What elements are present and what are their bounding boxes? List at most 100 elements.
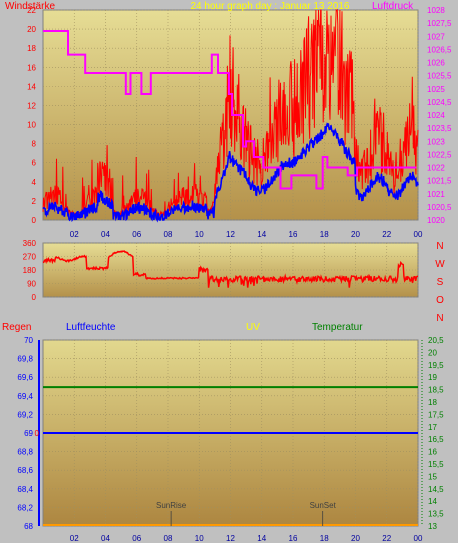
pressure-y-tick: 1023 xyxy=(427,137,445,146)
pressure-y-tick: 1020,5 xyxy=(427,203,452,212)
pressure-y-tick: 1025,5 xyxy=(427,72,452,81)
climate-x-tick: 20 xyxy=(351,534,360,543)
wind-y-tick: 20 xyxy=(27,25,36,34)
climate-x-tick: 10 xyxy=(195,534,204,543)
climate-x-tick: 06 xyxy=(132,534,141,543)
wind-y-tick: 22 xyxy=(27,6,36,15)
pressure-y-tick: 1024,5 xyxy=(427,98,452,107)
direction-y-tick: 90 xyxy=(27,280,36,289)
temperature-y-tick: 17,5 xyxy=(428,410,444,419)
direction-series-line xyxy=(42,250,419,288)
humidity-y-tick: 70 xyxy=(24,336,33,345)
wind-y-tick: 18 xyxy=(27,44,36,53)
compass-letter: N xyxy=(436,241,443,252)
humidity-y-tick: 68,8 xyxy=(17,448,33,457)
wind-y-tick: 6 xyxy=(32,159,37,168)
pressure-y-tick: 1022 xyxy=(427,164,445,173)
humidity-y-tick: 69,6 xyxy=(17,373,33,382)
temperature-y-tick: 19,5 xyxy=(428,361,444,370)
climate-x-tick: 16 xyxy=(289,534,298,543)
direction-panel-series xyxy=(42,250,419,288)
humidity-y-tick: 68,4 xyxy=(17,485,33,494)
wind-y-tick: 14 xyxy=(27,82,36,91)
climate-x-tick: 14 xyxy=(257,534,266,543)
humidity-label: Luftfeuchte xyxy=(66,322,116,333)
pressure-y-tick: 1025 xyxy=(427,85,445,94)
pressure-y-tick: 1021,5 xyxy=(427,177,452,186)
direction-y-tick: 360 xyxy=(23,239,37,248)
rain-zero-label: 0 xyxy=(35,429,40,438)
compass-letter: W xyxy=(435,259,445,270)
pressure-y-tick: 1026 xyxy=(427,59,445,68)
pressure-series-line xyxy=(43,30,417,190)
pressure-y-tick: 1022,5 xyxy=(427,150,452,159)
wind-y-tick: 0 xyxy=(32,216,37,225)
climate-x-tick: 02 xyxy=(70,534,79,543)
uv-label: UV xyxy=(246,322,260,333)
pressure-y-tick: 1028 xyxy=(427,6,445,15)
direction-panel-grid xyxy=(43,242,419,298)
wind-x-tick: 00 xyxy=(414,230,423,239)
avg-wind-series-line xyxy=(42,121,419,223)
wind-x-tick: 06 xyxy=(132,230,141,239)
climate-x-tick: 22 xyxy=(382,534,391,543)
compass-letter: S xyxy=(437,277,444,288)
pressure-y-tick: 1020 xyxy=(427,216,445,225)
pressure-y-tick: 1027,5 xyxy=(427,19,452,28)
pressure-y-tick: 1026,5 xyxy=(427,45,452,54)
pressure-y-tick: 1024 xyxy=(427,111,445,120)
climate-panel-series: SunRise SunSet xyxy=(43,386,418,526)
temperature-y-tick: 17 xyxy=(428,423,437,432)
wind-x-tick: 02 xyxy=(70,230,79,239)
temperature-y-tick: 13,5 xyxy=(428,510,444,519)
temperature-y-tick: 18 xyxy=(428,398,437,407)
wind-x-tick: 10 xyxy=(195,230,204,239)
sun-annotation: SunSet xyxy=(310,501,337,510)
compass-letter: O xyxy=(436,295,444,306)
direction-y-tick: 180 xyxy=(23,266,37,275)
pressure-y-tick: 1027 xyxy=(427,32,445,41)
wind-x-tick: 14 xyxy=(257,230,266,239)
wind-x-tick: 18 xyxy=(320,230,329,239)
direction-y-tick: 270 xyxy=(23,253,37,262)
temperature-y-tick: 14,5 xyxy=(428,485,444,494)
temperature-y-tick: 15,5 xyxy=(428,460,444,469)
wind-y-tick: 8 xyxy=(32,140,37,149)
wind-y-tick: 16 xyxy=(27,63,36,72)
sun-annotation: SunRise xyxy=(156,501,187,510)
wind-x-tick: 22 xyxy=(382,230,391,239)
chart-title: 24 hour graph day : Januar 13 2016 xyxy=(190,1,349,12)
temperature-y-tick: 19 xyxy=(428,373,437,382)
climate-x-tick: 08 xyxy=(164,534,173,543)
humidity-y-tick: 69,2 xyxy=(17,410,33,419)
wind-panel-axes: 02 04 06 08 10 12 14 16 18 20 22 000246810121416182… xyxy=(27,6,452,239)
temperature-y-tick: 15 xyxy=(428,472,437,481)
direction-y-tick: 0 xyxy=(32,293,37,302)
humidity-y-tick: 69,4 xyxy=(17,392,33,401)
temperature-y-tick: 20,5 xyxy=(428,336,444,345)
temperature-y-tick: 14 xyxy=(428,497,437,506)
humidity-y-tick: 68 xyxy=(24,522,33,531)
temperature-y-tick: 18,5 xyxy=(428,386,444,395)
wind-y-tick: 4 xyxy=(32,178,37,187)
pressure-axis-label: Luftdruck xyxy=(372,1,414,12)
humidity-y-tick: 69 xyxy=(24,429,33,438)
climate-x-tick: 04 xyxy=(101,534,110,543)
wind-x-tick: 16 xyxy=(289,230,298,239)
wind-x-tick: 04 xyxy=(101,230,110,239)
wind-x-tick: 08 xyxy=(164,230,173,239)
pressure-y-tick: 1023,5 xyxy=(427,124,452,133)
direction-panel-axes: 0 90 180 270 360 xyxy=(23,239,37,302)
rain-label: Regen xyxy=(2,322,31,333)
wind-y-tick: 12 xyxy=(27,101,36,110)
temperature-y-tick: 20 xyxy=(428,348,437,357)
wind-panel-series xyxy=(42,8,419,223)
climate-x-tick: 18 xyxy=(320,534,329,543)
wind-y-tick: 2 xyxy=(32,197,37,206)
humidity-y-tick: 68,2 xyxy=(17,503,33,512)
wind-axis-label: Windstärke xyxy=(5,1,55,12)
wind-x-tick: 20 xyxy=(351,230,360,239)
temperature-y-tick: 16,5 xyxy=(428,435,444,444)
